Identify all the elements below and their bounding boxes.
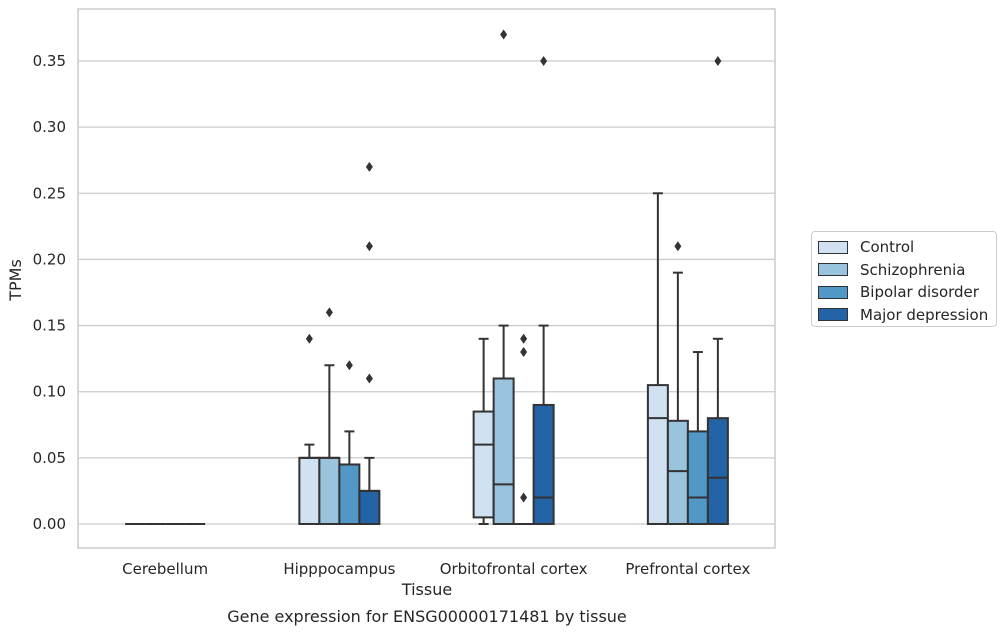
box-body	[338, 463, 361, 526]
y-tick-label: 0.15	[33, 317, 66, 335]
box-schizophrenia	[492, 29, 515, 525]
legend: Control Schizophrenia Bipolar disorder Majo…	[811, 231, 997, 327]
gridlines	[78, 60, 775, 525]
y-tick-label: 0.35	[33, 52, 66, 70]
box-schizophrenia	[318, 307, 341, 526]
box-body	[358, 489, 381, 525]
x-tick-label: Orbitofrontal cortex	[440, 560, 588, 578]
outlier-point	[674, 241, 682, 252]
box-bipolar-disorder	[338, 360, 361, 526]
legend-item: Bipolar disorder	[818, 281, 996, 304]
box-bipolar-disorder	[513, 333, 534, 525]
legend-label: Schizophrenia	[860, 260, 966, 279]
legend-swatch	[818, 308, 848, 322]
legend-swatch	[818, 285, 848, 299]
outlier-point	[345, 360, 353, 371]
y-tick-label: 0.10	[33, 383, 66, 401]
box-body	[472, 410, 495, 519]
outlier-point	[714, 56, 722, 66]
box-groups	[125, 29, 729, 526]
outlier-point	[500, 29, 508, 40]
outlier-point	[365, 373, 373, 384]
outlier-point	[540, 56, 548, 66]
legend-swatch	[818, 263, 848, 277]
box-body	[706, 417, 729, 525]
outlier-point	[520, 333, 528, 344]
outlier-point	[305, 333, 313, 344]
box-control	[646, 192, 669, 525]
box-body	[532, 403, 555, 526]
outlier-point	[520, 347, 528, 358]
y-axis-label: TPMs	[6, 259, 25, 302]
box-bipolar-disorder	[686, 351, 709, 525]
x-tick-labels: Cerebellum Hipppocampus Orbitofrontal cort…	[122, 560, 750, 578]
outlier-point	[365, 241, 373, 252]
x-tick-label: Hipppocampus	[283, 560, 395, 578]
box-major-depression	[532, 56, 555, 526]
y-tick-label: 0.30	[33, 118, 66, 136]
outlier-point	[325, 307, 333, 318]
box-body	[298, 456, 321, 526]
y-tick-labels: 0.00 0.05 0.10 0.15 0.20 0.25 0.30 0.35	[33, 52, 66, 533]
box-major-depression	[706, 56, 729, 525]
y-tick-label: 0.05	[33, 449, 66, 467]
box-control	[472, 337, 495, 525]
x-tick-label: Cerebellum	[122, 560, 208, 578]
legend-label: Major depression	[860, 305, 989, 324]
outlier-point	[520, 492, 528, 503]
y-tick-label: 0.00	[33, 515, 66, 533]
x-tick-label: Prefrontal cortex	[625, 560, 750, 578]
outlier-point	[365, 161, 373, 172]
chart-title: Gene expression for ENSG00000171481 by t…	[227, 607, 627, 626]
box-schizophrenia	[666, 241, 689, 525]
legend-item: Schizophrenia	[818, 259, 996, 282]
box-body	[318, 456, 341, 526]
legend-label: Bipolar disorder	[860, 283, 979, 302]
legend-label: Control	[860, 238, 915, 257]
legend-item: Major depression	[818, 304, 996, 327]
plot-frame	[77, 8, 776, 549]
box-body	[492, 377, 515, 525]
y-tick-label: 0.20	[33, 250, 66, 268]
box-major-depression	[358, 161, 381, 525]
box-body	[646, 384, 669, 525]
legend-swatch	[818, 240, 848, 254]
y-tick-label: 0.25	[33, 184, 66, 202]
box-body	[686, 430, 709, 525]
x-axis-label: Tissue	[401, 580, 452, 599]
legend-item: Control	[818, 236, 996, 259]
box-control	[298, 333, 321, 526]
box-body	[666, 419, 689, 525]
